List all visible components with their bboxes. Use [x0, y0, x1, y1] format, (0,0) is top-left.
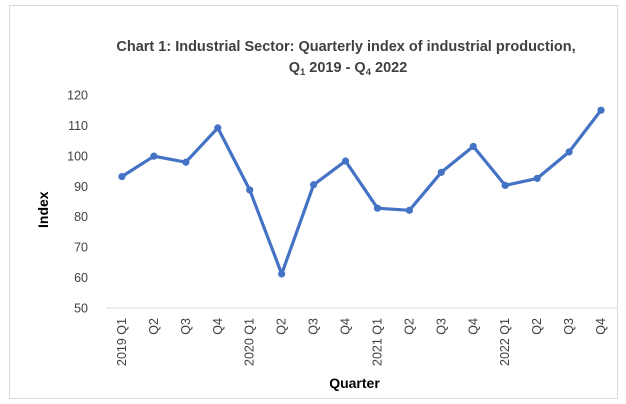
x-tick-label: Q4 — [211, 318, 225, 335]
y-axis-ticks: 50 60 70 80 90 100 110 120 — [67, 89, 88, 316]
x-tick-label: Q3 — [434, 318, 448, 335]
x-tick-label: 2022 Q1 — [498, 318, 512, 366]
data-point — [150, 152, 158, 160]
data-point — [597, 106, 605, 114]
chart-frame: Chart 1: Industrial Sector: Quarterly in… — [9, 5, 618, 399]
x-tick-label: Q3 — [562, 318, 576, 335]
data-point — [278, 270, 286, 278]
y-tick-label: 110 — [68, 119, 88, 133]
y-tick-label: 100 — [67, 149, 88, 163]
y-tick-label: 90 — [74, 180, 88, 194]
y-tick-label: 60 — [74, 271, 88, 285]
data-point — [469, 142, 477, 151]
x-tick-label: Q4 — [339, 318, 353, 335]
y-tick-label: 120 — [67, 89, 88, 103]
y-tick-label: 70 — [74, 241, 88, 255]
data-point — [405, 206, 414, 214]
chart: Chart 1: Industrial Sector: Quarterly in… — [35, 39, 617, 391]
data-point — [214, 124, 222, 132]
data-point — [501, 181, 509, 189]
x-tick-label: Q3 — [307, 318, 321, 335]
chart-title-line1: Chart 1: Industrial Sector: Quarterly in… — [116, 39, 575, 55]
series-index — [118, 106, 605, 278]
x-tick-label: Q4 — [594, 318, 608, 335]
y-tick-label: 50 — [74, 302, 88, 316]
x-axis-ticks: 2019 Q1 Q2 Q3 Q4 2020 Q1 Q2 Q3 Q4 2021 Q1 Q2 Q3 Q4 2… — [115, 318, 608, 366]
data-point — [373, 204, 382, 212]
y-axis-title: Index — [35, 191, 51, 228]
x-tick-label: Q2 — [147, 318, 161, 335]
data-point — [341, 157, 350, 165]
data-point — [437, 168, 445, 176]
data-point — [118, 172, 126, 181]
x-tick-label: 2020 Q1 — [243, 318, 257, 366]
x-tick-label: 2019 Q1 — [115, 318, 129, 366]
data-point — [309, 181, 318, 189]
x-tick-label: Q2 — [402, 318, 416, 335]
series-line — [120, 108, 603, 276]
x-tick-label: Q2 — [275, 318, 289, 335]
data-point — [246, 186, 254, 194]
chart-title-line2: Q1 2019 - Q4 2022 — [289, 60, 408, 78]
x-tick-label: Q4 — [466, 318, 480, 335]
x-axis-title: Quarter — [329, 375, 380, 391]
data-point — [565, 148, 573, 156]
data-point — [182, 158, 190, 166]
x-tick-label: Q3 — [179, 318, 193, 335]
y-tick-label: 80 — [74, 210, 88, 224]
x-tick-label: 2021 Q1 — [370, 318, 384, 366]
data-point — [533, 174, 541, 182]
x-tick-label: Q2 — [530, 318, 544, 335]
